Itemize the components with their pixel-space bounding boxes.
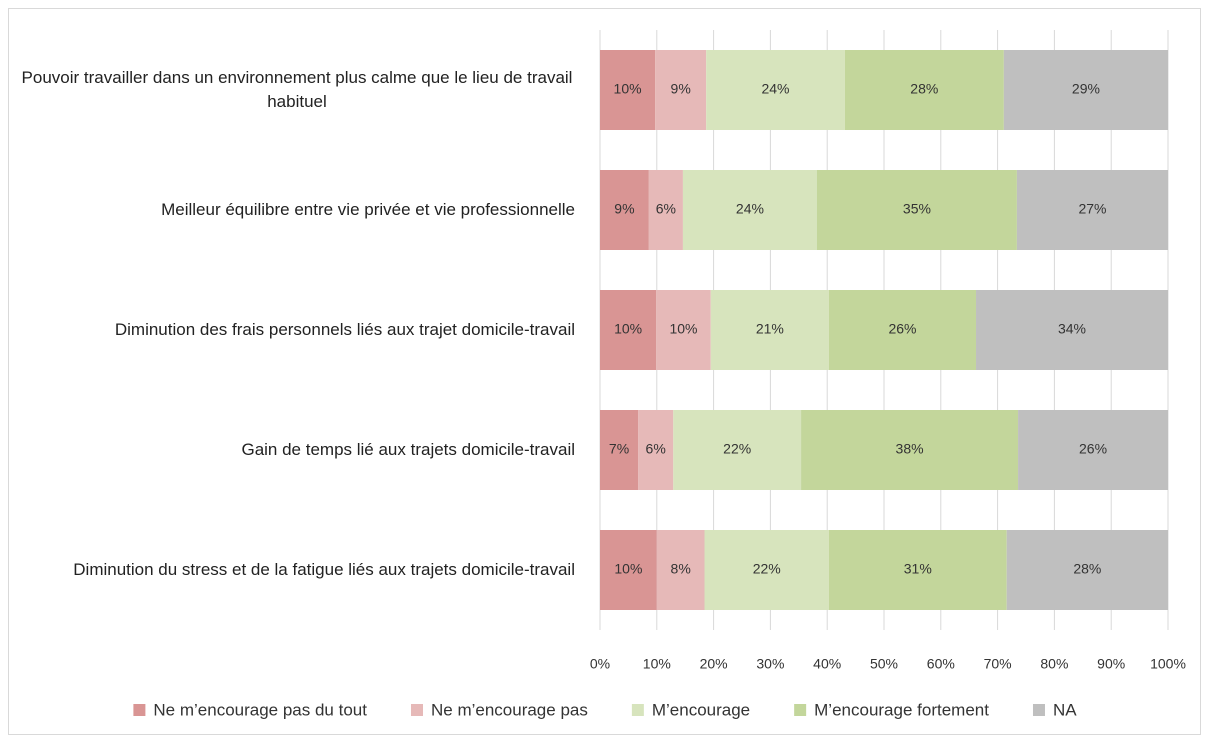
- bar-segment: [655, 50, 707, 130]
- category-text: Diminution du stress et de la fatigue li…: [73, 560, 575, 579]
- bar-segment: [638, 410, 674, 490]
- bar-segment: [710, 290, 829, 370]
- x-tick-label: 70%: [984, 656, 1012, 672]
- bar-segment: [656, 290, 711, 370]
- legend-swatch: [1032, 704, 1045, 716]
- data-label: 35%: [903, 201, 931, 217]
- data-label: 27%: [1078, 201, 1106, 217]
- chart-border: [8, 8, 1201, 735]
- data-label: 34%: [1058, 321, 1086, 337]
- bar-segment: [656, 530, 705, 610]
- x-tick-label: 100%: [1150, 656, 1186, 672]
- category-label: Diminution des frais personnels liés aux…: [115, 318, 575, 342]
- data-label: 6%: [656, 201, 676, 217]
- category-label: Gain de temps lié aux trajets domicile-t…: [241, 438, 575, 462]
- x-tick-label: 60%: [927, 656, 955, 672]
- bar-segment: [1018, 410, 1168, 490]
- bar-segment: [1006, 530, 1168, 610]
- x-tick-label: 50%: [870, 656, 898, 672]
- legend-label: M’encourage: [652, 700, 750, 719]
- bar-segment: [648, 170, 683, 250]
- data-label: 26%: [1079, 441, 1107, 457]
- category-label: Pouvoir travailler dans un environnement…: [19, 66, 575, 114]
- legend-swatch: [410, 704, 423, 716]
- data-label: 10%: [614, 561, 642, 577]
- category-label: Diminution du stress et de la fatigue li…: [73, 558, 575, 582]
- category-text: Pouvoir travailler dans un environnement…: [21, 68, 573, 111]
- data-label: 26%: [888, 321, 916, 337]
- data-label: 7%: [609, 441, 629, 457]
- bar-segment: [600, 50, 656, 130]
- bar-segment: [1016, 170, 1168, 250]
- data-label: 21%: [756, 321, 784, 337]
- legend-label: NA: [1053, 700, 1077, 719]
- data-label: 9%: [614, 201, 634, 217]
- data-label: 29%: [1072, 81, 1100, 97]
- x-tick-label: 30%: [756, 656, 784, 672]
- bar-segment: [816, 170, 1017, 250]
- x-tick-label: 90%: [1097, 656, 1125, 672]
- bar-segment: [828, 530, 1007, 610]
- data-label: 28%: [1073, 561, 1101, 577]
- category-label: Meilleur équilibre entre vie privée et v…: [161, 198, 575, 222]
- x-tick-label: 0%: [590, 656, 610, 672]
- data-label: 38%: [896, 441, 924, 457]
- data-label: 31%: [904, 561, 932, 577]
- bar-segment: [682, 170, 817, 250]
- bar-segment: [704, 530, 829, 610]
- data-label: 22%: [723, 441, 751, 457]
- legend-label: Ne m’encourage pas: [431, 700, 588, 719]
- legend-label: M’encourage fortement: [814, 700, 989, 719]
- bar-segment: [706, 50, 845, 130]
- legend-swatch: [631, 704, 644, 716]
- bar-segment: [976, 290, 1168, 370]
- x-tick-label: 10%: [643, 656, 671, 672]
- x-tick-label: 40%: [813, 656, 841, 672]
- bar-segment: [600, 410, 639, 490]
- bar-segment: [844, 50, 1004, 130]
- bar-segment: [600, 290, 657, 370]
- legend-swatch: [794, 704, 807, 716]
- bar-segment: [600, 530, 657, 610]
- category-text: Gain de temps lié aux trajets domicile-t…: [241, 440, 575, 459]
- data-label: 10%: [669, 321, 697, 337]
- data-label: 9%: [671, 81, 691, 97]
- bar-segment: [801, 410, 1019, 490]
- legend-label: Ne m’encourage pas du tout: [153, 700, 367, 719]
- x-tick-label: 80%: [1040, 656, 1068, 672]
- data-label: 8%: [671, 561, 691, 577]
- x-tick-label: 20%: [700, 656, 728, 672]
- legend: Ne m’encourage pas du tout Ne m’encourage…: [133, 700, 1077, 719]
- bar-segment: [1003, 50, 1168, 130]
- data-label: 10%: [614, 321, 642, 337]
- data-label: 28%: [910, 81, 938, 97]
- category-text: Meilleur équilibre entre vie privée et v…: [161, 200, 575, 219]
- category-text: Diminution des frais personnels liés aux…: [114, 320, 575, 339]
- data-label: 22%: [753, 561, 781, 577]
- bar-segment: [828, 290, 977, 370]
- data-label: 24%: [736, 201, 764, 217]
- legend-swatch: [133, 704, 146, 716]
- data-label: 24%: [761, 81, 789, 97]
- bar-segment: [673, 410, 802, 490]
- bar-segment: [600, 170, 649, 250]
- data-label: 10%: [614, 81, 642, 97]
- data-label: 6%: [646, 441, 666, 457]
